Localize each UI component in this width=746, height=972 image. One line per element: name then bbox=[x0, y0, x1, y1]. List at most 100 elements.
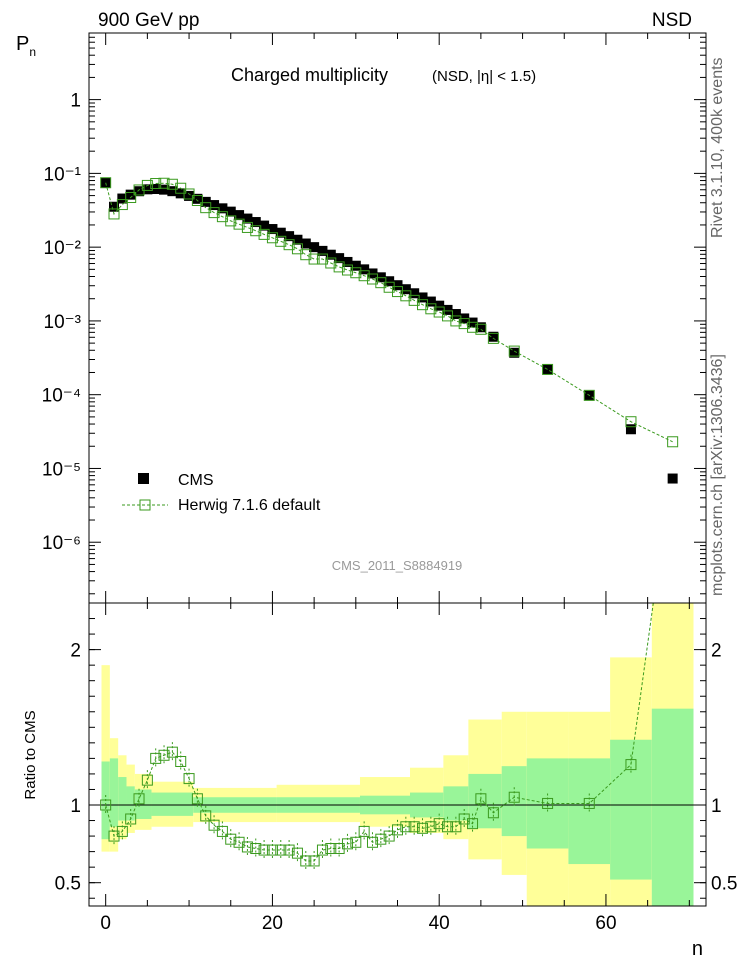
main-title: Charged multiplicity bbox=[231, 65, 388, 85]
ratio-point bbox=[150, 752, 162, 764]
cms-point bbox=[192, 193, 203, 204]
herwig-point bbox=[383, 281, 395, 293]
mcplots-label: mcplots.cern.ch [arXiv:1306.3436] bbox=[709, 354, 726, 596]
main-marks bbox=[100, 177, 679, 484]
herwig-point bbox=[350, 267, 362, 279]
ratio-point bbox=[316, 844, 328, 856]
ratio-point bbox=[125, 813, 137, 825]
herwig-point bbox=[325, 257, 337, 269]
herwig-point bbox=[175, 182, 187, 194]
green-band-16 bbox=[651, 708, 694, 906]
cms-point bbox=[259, 220, 270, 231]
xtick-label: 40 bbox=[429, 913, 450, 934]
ratio-point bbox=[358, 825, 370, 837]
herwig-point bbox=[542, 363, 554, 375]
ratio-point bbox=[433, 818, 445, 830]
herwig-point bbox=[425, 303, 437, 315]
cms-point bbox=[342, 256, 353, 267]
herwig-point bbox=[392, 286, 403, 298]
ratio-ytick-label-right: 0.5 bbox=[711, 874, 737, 895]
herwig-point bbox=[250, 225, 262, 237]
ratio-ytick-label-right: 2 bbox=[711, 641, 722, 662]
ratio-point bbox=[116, 825, 128, 837]
ratio-point bbox=[383, 830, 395, 842]
header-left: 900 GeV pp bbox=[98, 10, 199, 31]
ratio-point bbox=[241, 841, 253, 853]
cms-point bbox=[509, 347, 520, 358]
herwig-point bbox=[625, 416, 637, 428]
ratio-point bbox=[350, 836, 362, 848]
cms-point bbox=[134, 186, 145, 197]
ratio-point bbox=[100, 799, 112, 811]
cms-point bbox=[125, 189, 136, 200]
ratio-point bbox=[250, 843, 262, 855]
herwig-point bbox=[258, 228, 270, 240]
cms-point bbox=[400, 284, 411, 295]
cms-point bbox=[200, 196, 211, 207]
cms-point bbox=[667, 473, 678, 484]
cms-point bbox=[184, 190, 195, 201]
main-frame bbox=[88, 32, 707, 604]
herwig-point bbox=[125, 192, 137, 204]
main-ytick-label: 10⁻² bbox=[44, 238, 82, 259]
ratio-frame bbox=[88, 602, 707, 907]
ratio-point bbox=[341, 838, 353, 850]
cms-point bbox=[475, 322, 486, 333]
green-band-1 bbox=[109, 758, 119, 827]
herwig-point bbox=[141, 179, 153, 191]
herwig-point bbox=[358, 270, 370, 282]
cms-point bbox=[317, 245, 328, 256]
main-ytick-label: 10⁻⁴ bbox=[42, 386, 81, 407]
herwig-point bbox=[366, 273, 378, 285]
ratio-point bbox=[183, 773, 195, 785]
cms-point bbox=[367, 268, 378, 279]
ratio-point bbox=[487, 807, 499, 819]
herwig-point bbox=[208, 207, 220, 219]
ratio-point bbox=[325, 843, 337, 855]
cms-point bbox=[350, 260, 361, 271]
herwig-point bbox=[100, 177, 112, 189]
cms-point bbox=[417, 292, 428, 303]
herwig-point bbox=[225, 215, 237, 227]
cms-point bbox=[309, 242, 320, 253]
ratio-point bbox=[208, 819, 220, 831]
herwig-point bbox=[458, 318, 470, 330]
ratio-point bbox=[425, 821, 437, 833]
ratio-point bbox=[283, 844, 295, 856]
green-band-2 bbox=[118, 777, 127, 821]
cms-point bbox=[209, 200, 220, 211]
cms-point bbox=[434, 300, 445, 311]
ratio-point bbox=[508, 791, 520, 803]
herwig-point bbox=[291, 243, 303, 255]
cms-point bbox=[142, 184, 153, 195]
main-axes: 10⁻⁶ 10⁻⁵ 10⁻⁴ 10⁻³ 10⁻² 10⁻¹ 1 bbox=[42, 32, 706, 603]
xtick-label: 0 bbox=[100, 913, 111, 934]
herwig-point bbox=[191, 194, 203, 206]
green-band-15 bbox=[610, 739, 652, 880]
ratio-point bbox=[583, 797, 595, 809]
main-ytick-label: 10⁻³ bbox=[44, 312, 82, 333]
ratio-point bbox=[308, 855, 320, 867]
cms-point bbox=[334, 253, 345, 264]
main-ytick-label: 10⁻¹ bbox=[44, 164, 82, 185]
header-right: NSD bbox=[652, 10, 692, 31]
herwig-point bbox=[183, 188, 195, 200]
main-ytick-label: 1 bbox=[70, 91, 81, 112]
herwig-point bbox=[433, 306, 445, 318]
legend-herwig-marker bbox=[139, 499, 151, 511]
ratio-point bbox=[475, 793, 487, 805]
legend-cms-label: CMS bbox=[178, 472, 214, 489]
main-subtitle: (NSD, |η| < 1.5) bbox=[432, 68, 536, 85]
ratio-point bbox=[366, 836, 378, 848]
ratio-point bbox=[225, 833, 237, 845]
herwig-point bbox=[467, 321, 479, 333]
cms-point bbox=[392, 280, 403, 291]
ratio-point bbox=[625, 759, 637, 771]
herwig-point bbox=[241, 221, 253, 233]
ratio-axes: 0.5 0.51 12 20 20 40 60 bbox=[55, 603, 737, 934]
cms-point bbox=[625, 424, 636, 435]
ratio-point bbox=[450, 821, 462, 833]
ratio-point bbox=[141, 774, 153, 786]
ratio-ytick-label-right: 1 bbox=[711, 796, 722, 817]
cms-point bbox=[542, 364, 553, 375]
